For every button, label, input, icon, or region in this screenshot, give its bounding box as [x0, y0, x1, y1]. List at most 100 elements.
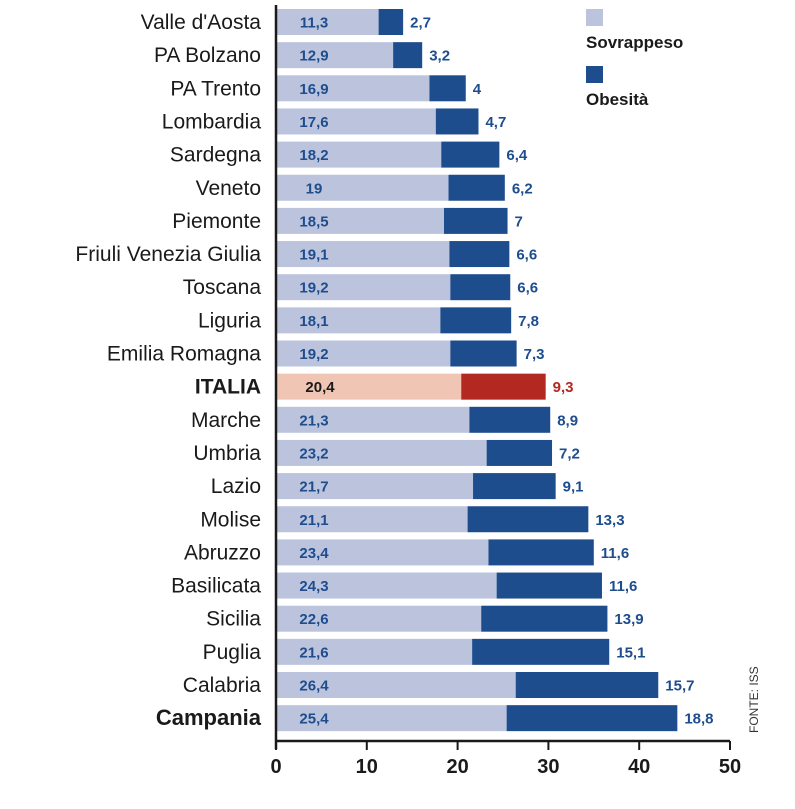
bar-sovrappeso-puglia [276, 638, 473, 665]
x-tick-label-40: 40 [628, 756, 650, 778]
bar-obesita-sicilia [481, 605, 608, 632]
bar-obesita-sardegna [441, 141, 500, 168]
value-label-obesita-friuli-venezia-giulia: 6,6 [516, 247, 537, 264]
bar-sovrappeso-calabria [276, 672, 516, 698]
x-tick-label-10: 10 [356, 756, 378, 778]
category-label-abruzzo: Abruzzo [184, 541, 261, 564]
bar-obesita-pa-bolzano [393, 42, 423, 69]
bar-sovrappeso-sicilia [276, 605, 482, 632]
bar-obesita-puglia [472, 638, 610, 665]
value-label-obesita-italia: 9,3 [553, 379, 574, 396]
legend-swatch-sovrappeso [586, 9, 603, 26]
bar-sovrappeso-basilicata [276, 572, 497, 599]
value-label-obesita-veneto: 6,2 [512, 180, 533, 197]
legend-label-obesita: Obesità [586, 90, 649, 109]
bar-sovrappeso-lazio [276, 473, 474, 500]
value-label-sovrappeso-friuli-venezia-giulia: 19,1 [299, 247, 328, 264]
value-label-sovrappeso-abruzzo: 23,4 [299, 545, 329, 562]
bar-obesita-lombardia [435, 108, 479, 135]
bar-sovrappeso-abruzzo [276, 539, 489, 566]
value-label-sovrappeso-molise: 21,1 [299, 512, 328, 529]
bar-obesita-marche [469, 406, 551, 433]
value-label-sovrappeso-sardegna: 18,2 [299, 147, 328, 164]
bar-sovrappeso-friuli-venezia-giulia [276, 241, 450, 268]
bar-obesita-campania [506, 705, 678, 732]
value-label-obesita-emilia-romagna: 7,3 [524, 346, 545, 363]
category-labels: Valle d'Aosta PA Bolzano PA Trento Lombardi… [75, 11, 261, 730]
value-label-sovrappeso-liguria: 18,1 [299, 313, 328, 330]
category-label-umbria: Umbria [193, 442, 261, 465]
x-tick-label-50: 50 [719, 756, 741, 778]
bar-sovrappeso-campania [276, 705, 507, 732]
value-label-sovrappeso-italia: 20,4 [305, 379, 335, 396]
bar-sovrappeso-marche [276, 406, 470, 433]
bar-obesita-toscana [450, 274, 511, 301]
bar-obesita-pa-trento [429, 75, 466, 102]
value-label-sovrappeso-umbria: 23,2 [299, 445, 328, 462]
bar-obesita-abruzzo [488, 539, 594, 566]
bar-obesita-veneto [448, 174, 505, 201]
value-label-obesita-umbria: 7,2 [559, 445, 580, 462]
category-label-pa-trento: PA Trento [170, 77, 261, 100]
legend-swatch-obesita [586, 66, 603, 83]
category-label-toscana: Toscana [183, 276, 262, 299]
bar-obesita-liguria [440, 307, 512, 334]
bar-sovrappeso-valle-d-aosta [276, 9, 379, 35]
bar-sovrappeso-italia [276, 373, 462, 400]
value-label-obesita-liguria: 7,8 [518, 313, 539, 330]
bar-sovrappeso-pa-trento [276, 75, 430, 102]
value-label-sovrappeso-toscana: 19,2 [299, 280, 328, 297]
bar-obesita-lazio [473, 473, 556, 500]
bar-sovrappeso-umbria [276, 439, 487, 466]
value-label-obesita-abruzzo: 11,6 [601, 545, 629, 562]
value-label-obesita-calabria: 15,7 [665, 678, 694, 695]
category-label-piemonte: Piemonte [172, 210, 261, 233]
bar-sovrappeso-sardegna [276, 141, 442, 168]
value-label-sovrappeso-marche: 21,3 [299, 412, 328, 429]
bar-obesita-italia [461, 373, 546, 400]
source-note: FONTE: ISS [747, 666, 761, 733]
value-label-obesita-pa-bolzano: 3,2 [429, 48, 450, 65]
category-label-basilicata: Basilicata [171, 575, 261, 598]
category-label-lazio: Lazio [211, 475, 261, 498]
bar-sovrappeso-piemonte [276, 207, 444, 234]
bar-sovrappeso-veneto [276, 174, 449, 201]
value-label-sovrappeso-basilicata: 24,3 [299, 578, 328, 595]
bar-obesita-basilicata [496, 572, 602, 599]
value-label-sovrappeso-sicilia: 22,6 [299, 611, 328, 628]
legend-label-sovrappeso: Sovrappeso [586, 33, 683, 52]
x-tick-label-30: 30 [537, 756, 559, 778]
bars-layer: 11,3 2,7 12,9 3,2 16,9 4 17,6 4,7 18,2 6,4 19 6,2 18… [276, 9, 714, 732]
category-label-italia: ITALIA [195, 376, 261, 399]
value-label-obesita-lombardia: 4,7 [485, 114, 506, 131]
value-label-obesita-valle-d-aosta: 2,7 [410, 15, 431, 32]
value-label-obesita-molise: 13,3 [595, 512, 624, 529]
bar-sovrappeso-lombardia [276, 108, 436, 135]
bar-obesita-umbria [486, 439, 553, 466]
bar-sovrappeso-toscana [276, 274, 451, 301]
bar-obesita-calabria [515, 672, 659, 698]
value-label-obesita-sicilia: 13,9 [614, 611, 643, 628]
value-label-obesita-piemonte: 7 [515, 213, 523, 230]
bar-obesita-friuli-venezia-giulia [449, 241, 510, 268]
category-label-calabria: Calabria [183, 674, 262, 697]
value-label-sovrappeso-lombardia: 17,6 [299, 114, 328, 131]
category-label-campania: Campania [156, 705, 262, 730]
category-label-sicilia: Sicilia [206, 608, 261, 631]
value-label-sovrappeso-puglia: 21,6 [299, 644, 328, 661]
bar-obesita-emilia-romagna [450, 340, 517, 367]
category-label-friuli-venezia-giulia: Friuli Venezia Giulia [75, 243, 261, 266]
value-label-sovrappeso-piemonte: 18,5 [299, 213, 328, 230]
bar-obesita-valle-d-aosta [378, 9, 404, 35]
value-label-obesita-marche: 8,9 [557, 412, 578, 429]
category-label-puglia: Puglia [203, 641, 262, 664]
x-tick-label-0: 0 [270, 756, 281, 778]
category-label-emilia-romagna: Emilia Romagna [107, 343, 261, 366]
value-label-obesita-sardegna: 6,4 [506, 147, 528, 164]
bar-obesita-molise [467, 506, 589, 533]
value-label-obesita-basilicata: 11,6 [609, 578, 637, 595]
bar-sovrappeso-molise [276, 506, 468, 533]
value-label-obesita-pa-trento: 4 [473, 81, 482, 98]
value-label-obesita-campania: 18,8 [684, 711, 713, 728]
value-label-sovrappeso-valle-d-aosta: 11,3 [300, 15, 328, 32]
